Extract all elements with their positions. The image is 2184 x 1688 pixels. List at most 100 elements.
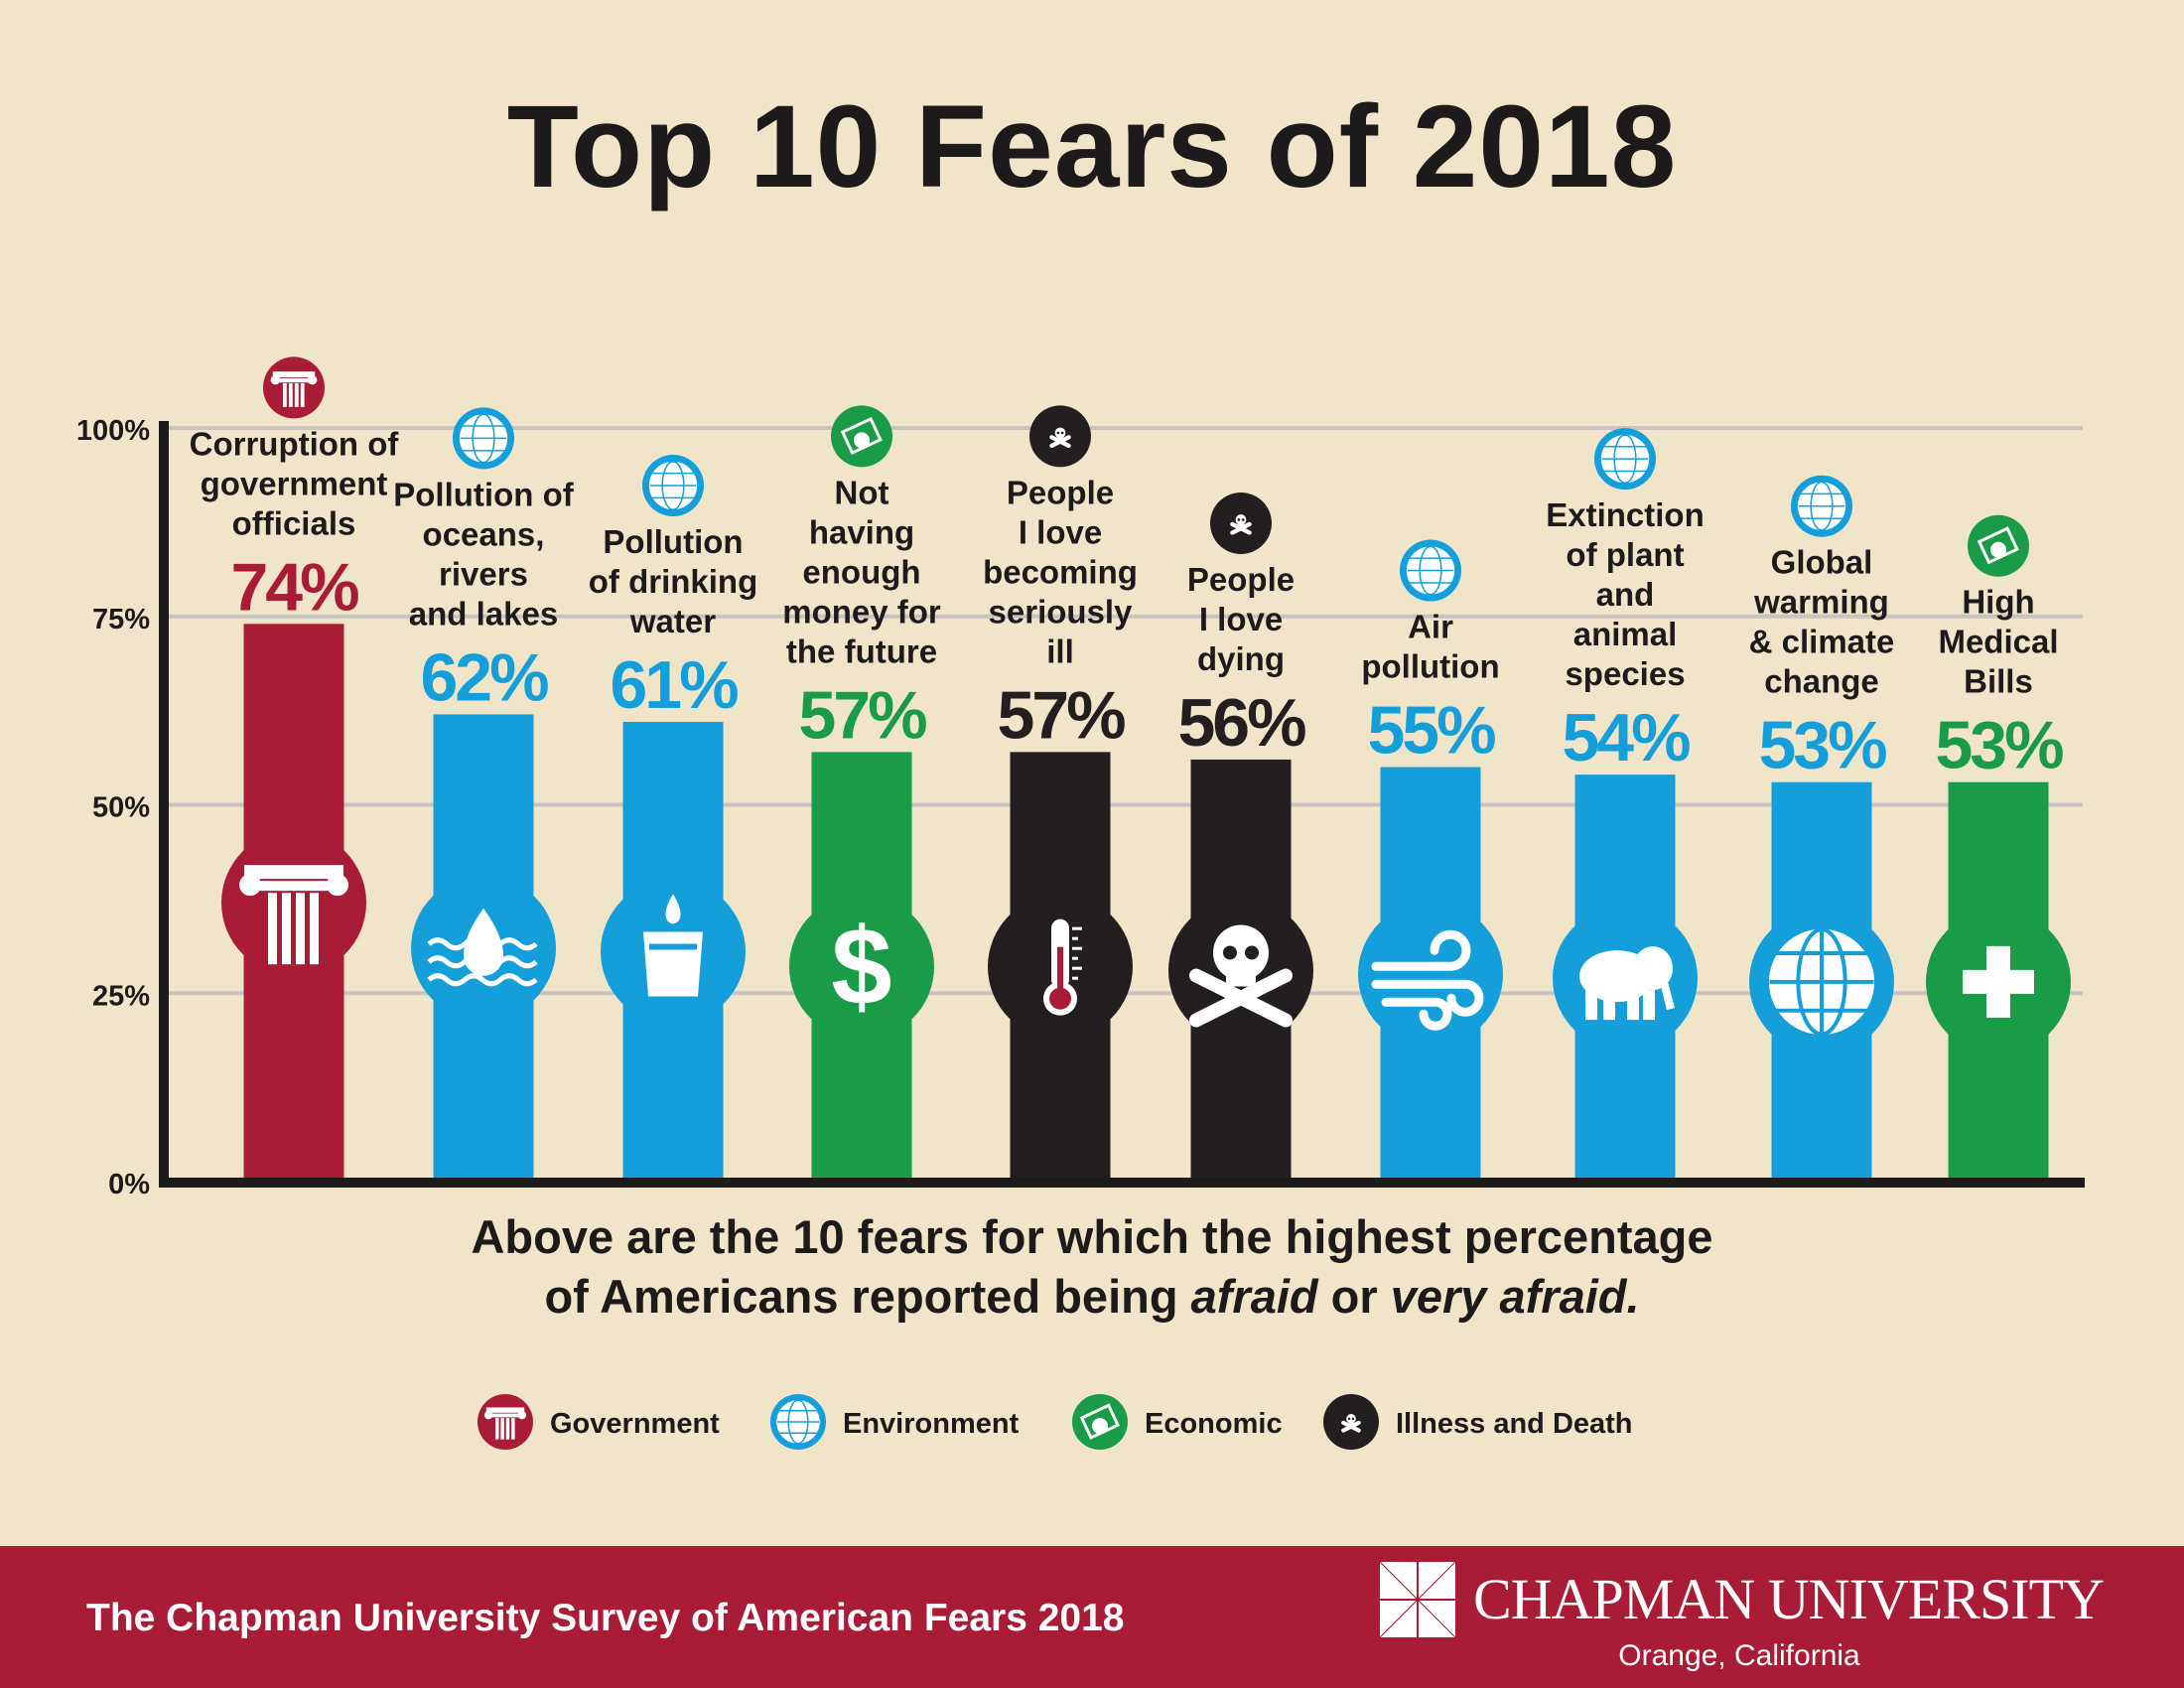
category-label-line: oceans,: [423, 515, 545, 552]
column-icon: [221, 830, 366, 976]
category-label-line: of plant: [1566, 536, 1684, 573]
category-label-line: Bills: [1964, 663, 2033, 700]
legend-label: Environment: [843, 1408, 1020, 1440]
category-label-line: officials: [232, 504, 356, 541]
category-label-line: Corruption of: [190, 425, 400, 462]
environment-category-icon: [770, 1394, 826, 1450]
economic-category-icon: [1968, 514, 2029, 577]
y-tick-label: 25%: [92, 980, 150, 1012]
footer-survey-title: The Chapman University Survey of America…: [86, 1597, 1124, 1639]
category-label-line: People: [1007, 474, 1114, 510]
category-label-line: and lakes: [409, 595, 558, 632]
footer-band: [0, 1546, 2184, 1688]
legend: Government Environment Economic Illness and…: [478, 1394, 1633, 1450]
environment-category-icon: [1594, 428, 1656, 491]
value-label: 61%: [610, 647, 738, 723]
y-tick-label: 100%: [76, 415, 150, 447]
illness-category-icon: [1210, 492, 1272, 554]
value-label: 57%: [997, 677, 1125, 753]
chart-title: Top 10 Fears of 2018: [507, 81, 1678, 212]
subtitle-emphasis-afraid: afraid: [1191, 1270, 1319, 1323]
category-label-line: having: [809, 513, 914, 550]
x-axis-line: [159, 1178, 2085, 1188]
illness-category-icon: [1029, 405, 1091, 468]
category-label-line: Pollution of: [393, 476, 574, 512]
category-label-line: enough: [802, 553, 920, 590]
legend-label: Economic: [1145, 1408, 1283, 1440]
economic-category-icon: [831, 405, 892, 468]
legend-item-environment: Environment: [770, 1394, 1020, 1450]
legend-label: Government: [550, 1408, 720, 1440]
government-category-icon: [478, 1394, 533, 1450]
value-label: 53%: [1935, 708, 2063, 783]
category-label-line: rivers: [439, 555, 528, 592]
elephant-icon: [1553, 906, 1698, 1052]
government-category-icon: [263, 356, 325, 419]
category-label-line: becoming: [983, 553, 1138, 590]
environment-category-icon: [642, 455, 704, 517]
water-drop-waves-icon: [411, 875, 556, 1021]
legend-item-economic: Economic: [1072, 1394, 1283, 1450]
value-label: 57%: [798, 677, 926, 753]
subtitle-mid: or: [1318, 1270, 1391, 1323]
value-label: 56%: [1177, 685, 1305, 761]
category-label-line: water: [629, 603, 716, 639]
legend-label: Illness and Death: [1396, 1408, 1633, 1440]
value-label: 54%: [1562, 700, 1690, 775]
value-label: 74%: [230, 549, 358, 625]
subtitle-line-1: Above are the 10 fears for which the hig…: [471, 1210, 1712, 1263]
environment-category-icon: [1400, 539, 1461, 602]
category-label-line: change: [1764, 663, 1879, 700]
medical-cross-icon: [1926, 909, 2071, 1055]
environment-category-icon: [1791, 475, 1852, 537]
legend-item-illness: Illness and Death: [1323, 1394, 1633, 1450]
dollar-icon: $: [789, 894, 934, 1040]
category-label-line: I love: [1019, 513, 1102, 550]
environment-category-icon: [453, 407, 514, 470]
wind-icon: [1358, 902, 1503, 1048]
value-label: 53%: [1758, 708, 1886, 783]
category-label-line: pollution: [1361, 648, 1499, 685]
category-label-line: warming: [1753, 584, 1889, 621]
category-label-line: Global: [1771, 544, 1873, 581]
footer-university-name: CHAPMAN UNIVERSITY: [1473, 1567, 2105, 1631]
thermometer-icon: [988, 894, 1133, 1040]
subtitle-prefix: of Americans reported being: [544, 1270, 1190, 1323]
chapman-logo-mark: [1379, 1561, 1456, 1638]
value-label: 55%: [1367, 693, 1495, 769]
legend-item-government: Government: [478, 1394, 720, 1450]
category-label-line: animal: [1573, 616, 1678, 652]
subtitle-emphasis-very-afraid: very afraid.: [1391, 1270, 1640, 1323]
economic-category-icon: [1072, 1394, 1128, 1450]
category-label-line: of drinking: [589, 563, 757, 600]
category-label-line: Extinction: [1546, 496, 1705, 533]
category-label-line: People: [1187, 561, 1295, 598]
globe-icon: [1749, 909, 1894, 1055]
y-tick-label: 75%: [92, 604, 150, 635]
skull-crossbones-icon: [1168, 898, 1313, 1044]
svg-text:$: $: [831, 907, 891, 1029]
category-label-line: Pollution: [603, 523, 743, 560]
footer-location: Orange, California: [1618, 1639, 1860, 1672]
category-label-line: government: [201, 465, 388, 501]
water-glass-icon: [601, 879, 746, 1025]
category-label-line: & climate: [1749, 624, 1895, 660]
category-label-line: dying: [1197, 640, 1285, 677]
category-label-line: money for: [782, 593, 941, 630]
category-label-line: Air: [1408, 609, 1453, 645]
y-axis-line: [159, 421, 169, 1188]
category-label-line: and: [1596, 576, 1655, 613]
y-tick-label: 50%: [92, 792, 150, 824]
subtitle-line-2: of Americans reported being afraid or ve…: [544, 1270, 1639, 1323]
